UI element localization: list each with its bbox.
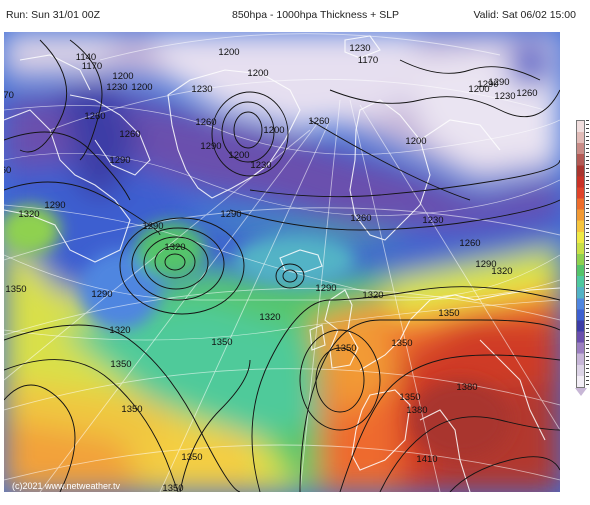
thickness-label: 1290: [91, 289, 112, 300]
thickness-label: 60: [4, 165, 11, 176]
graticule: [4, 33, 560, 492]
thickness-label: 1260: [119, 129, 140, 140]
thickness-label: 1230: [250, 160, 271, 171]
thickness-label: 1320: [109, 325, 130, 336]
thickness-color-legend: [576, 120, 585, 388]
thickness-label: 1350: [110, 359, 131, 370]
weather-map-svg: 1140117012001200123012601260129012301200…: [4, 32, 560, 492]
header-bar: Run: Sun 31/01 00Z 850hpa - 1000hpa Thic…: [0, 0, 590, 32]
chart-title: 850hpa - 1000hpa Thickness + SLP: [232, 9, 400, 21]
thickness-label: 1200: [131, 82, 152, 93]
thickness-label: 1320: [18, 209, 39, 220]
thickness-label: 1320: [362, 290, 383, 301]
thickness-label: 1200: [112, 71, 133, 82]
thickness-label: 1230: [106, 82, 127, 93]
thickness-label: 1290: [200, 141, 221, 152]
thickness-label: 1230: [191, 84, 212, 95]
thickness-label: 1200: [218, 47, 239, 58]
thickness-label: 1290: [142, 221, 163, 232]
thickness-label: 1170: [358, 55, 378, 66]
thickness-label: 1200: [405, 136, 426, 147]
isobars: [4, 39, 560, 492]
thickness-label: 1230: [422, 215, 443, 226]
thickness-label: 1290: [488, 77, 509, 88]
thickness-label: 1290: [475, 259, 496, 270]
legend-arrow-down-icon: [575, 388, 587, 396]
thickness-label: 1350: [121, 404, 142, 415]
thickness-label: 1140: [76, 52, 96, 63]
thickness-label: 170: [4, 90, 14, 101]
thickness-label: 1290: [220, 209, 241, 220]
thickness-label: 1200: [247, 68, 268, 79]
thickness-label: 1260: [459, 238, 480, 249]
thickness-label: 1350: [391, 338, 412, 349]
thickness-label: 1260: [350, 213, 371, 224]
thickness-label: 1200: [263, 125, 284, 136]
thickness-label: 1290: [315, 283, 336, 294]
thickness-label: 1350: [211, 337, 232, 348]
thickness-label: 1320: [164, 242, 185, 253]
run-time-label: Run: Sun 31/01 00Z: [6, 9, 100, 21]
thickness-label: 1230: [349, 43, 370, 54]
thickness-contours: [4, 105, 560, 341]
weather-map[interactable]: 1140 1170 1200 1200 1230 1260 1260 1290 1230 1200…: [4, 32, 560, 492]
thickness-label: 1350: [181, 452, 202, 463]
copyright-text: (c)2021 www.netweather.tv: [12, 481, 121, 491]
thickness-label: 1260: [308, 116, 329, 127]
thickness-label: 1410: [416, 454, 437, 465]
thickness-label: 1350: [5, 284, 26, 295]
thickness-label: 1200: [228, 150, 249, 161]
valid-time-label: Valid: Sat 06/02 15:00: [473, 9, 576, 21]
thickness-label: 1350: [335, 343, 356, 354]
thickness-label: 1380: [456, 382, 477, 393]
thickness-label: 1290: [477, 79, 498, 90]
thickness-label: 1290: [44, 200, 65, 211]
thickness-label: 1350: [162, 483, 183, 492]
thickness-label: 1260: [195, 117, 216, 128]
thickness-label: 1200: [468, 84, 489, 95]
thickness-label: 1290: [109, 155, 130, 166]
thickness-label: 1260: [516, 88, 537, 99]
thickness-label: 1170: [82, 61, 102, 72]
legend-arrow-up-icon: [575, 112, 587, 120]
thickness-label: 1320: [259, 312, 280, 323]
thickness-label: 1380: [406, 405, 427, 416]
thickness-label: 1350: [399, 392, 420, 403]
thickness-label: 1260: [84, 111, 105, 122]
thickness-label: 1320: [491, 266, 512, 277]
thickness-labels: 1140117012001200123012601260129012301200…: [4, 43, 538, 492]
legend-ticks: [586, 120, 589, 388]
thickness-label: 1350: [438, 308, 459, 319]
thickness-label: 1230: [494, 91, 515, 102]
